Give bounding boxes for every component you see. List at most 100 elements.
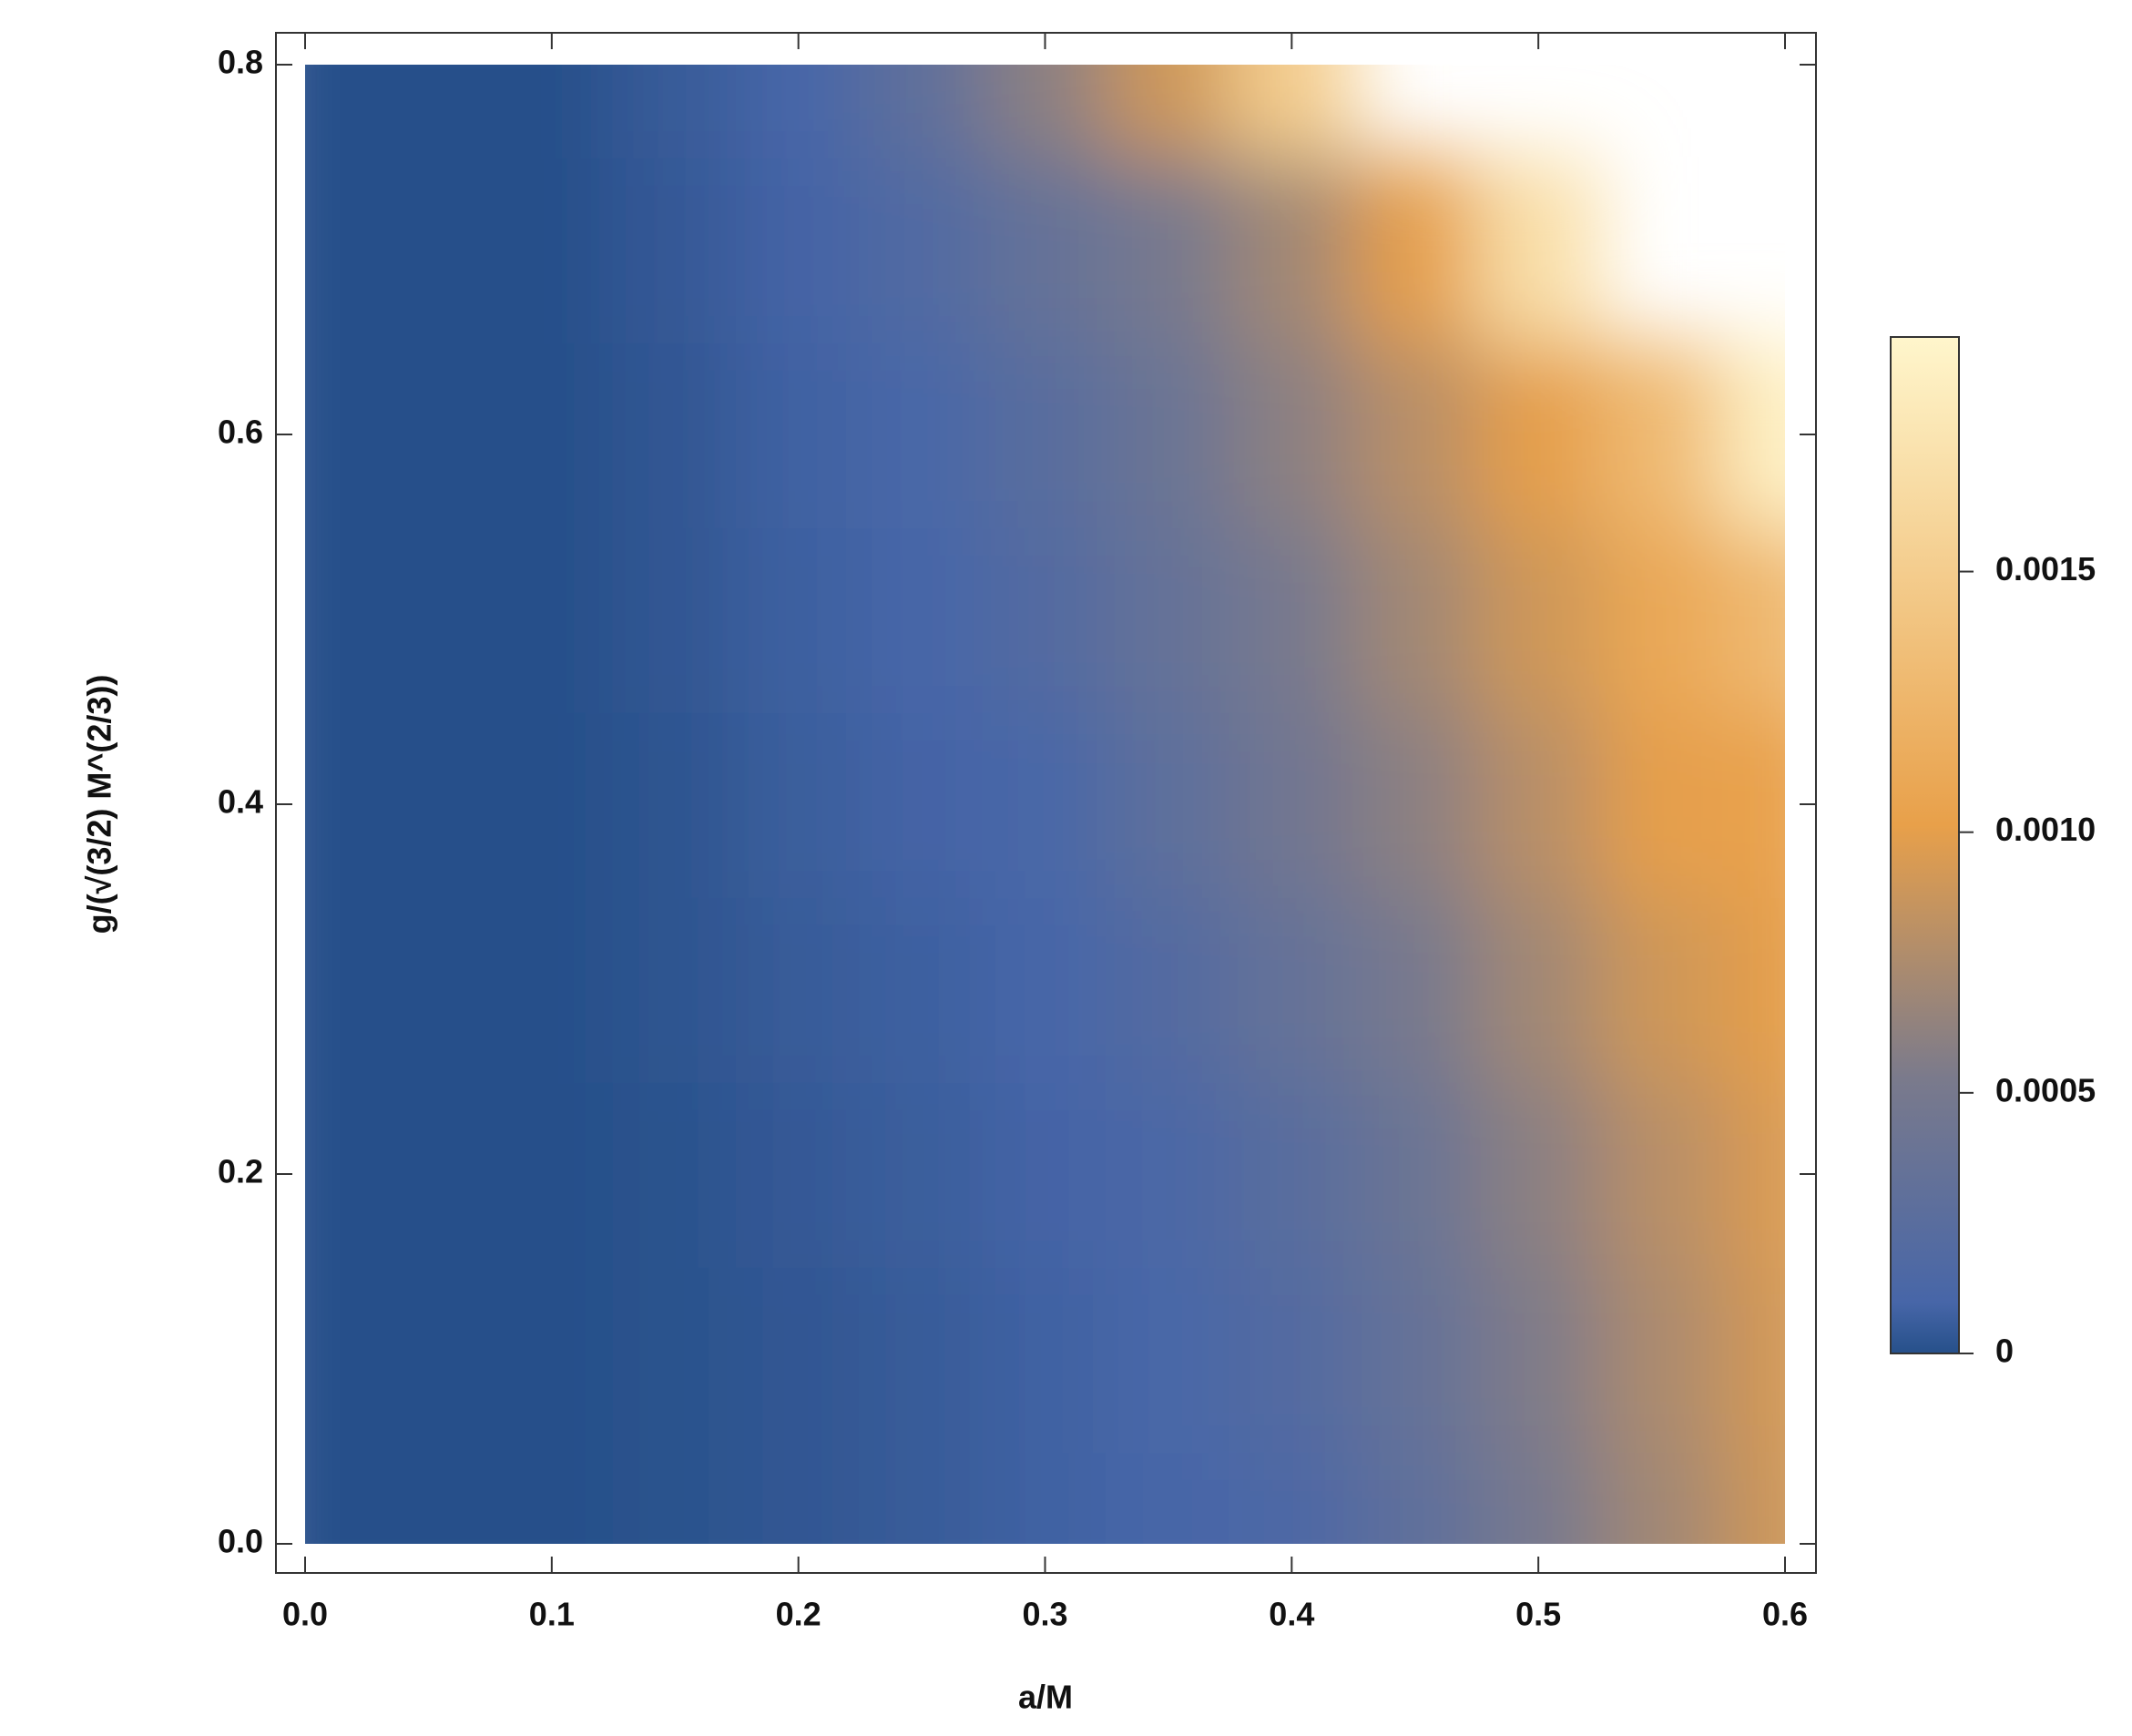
density-cell <box>305 1080 368 1268</box>
density-cell <box>1598 1265 1725 1453</box>
density-cell <box>305 65 368 158</box>
density-cell <box>489 710 615 898</box>
density-cell <box>1475 710 1601 898</box>
x-tick-label: 0.4 <box>1269 1596 1314 1633</box>
y-tick-label: 0.0 <box>218 1523 263 1560</box>
density-cell <box>612 1450 738 1544</box>
density-cell <box>1475 156 1601 343</box>
density-cell <box>1722 1265 1785 1453</box>
density-cell <box>1475 1265 1601 1453</box>
x-tick-label: 0.6 <box>1762 1596 1808 1633</box>
density-cell <box>365 895 492 1083</box>
density-cell <box>1106 1080 1231 1268</box>
density-cell <box>982 1450 1108 1544</box>
x-tick-label: 0.0 <box>282 1596 328 1633</box>
density-cell <box>1229 1450 1355 1544</box>
density-cell <box>365 1450 492 1544</box>
colorbar-tick-label: 0.0015 <box>1995 550 2096 587</box>
density-cell <box>489 1265 615 1453</box>
density-cell <box>612 65 738 158</box>
density-cell <box>1229 895 1355 1083</box>
density-cell <box>489 1080 615 1268</box>
density-cell <box>859 1450 984 1544</box>
colorbar <box>1890 336 1960 1354</box>
density-cell <box>1229 526 1355 713</box>
density-cell <box>735 65 862 158</box>
density-cell <box>982 341 1108 528</box>
x-tick-label: 0.5 <box>1515 1596 1561 1633</box>
density-cell <box>859 341 984 528</box>
x-axis-label: a/M <box>1018 1679 1073 1716</box>
colorbar-tick-label: 0 <box>1995 1333 2014 1370</box>
density-cell <box>982 526 1108 713</box>
density-cell <box>1598 341 1725 528</box>
density-cell <box>982 65 1108 158</box>
density-cell <box>735 1265 862 1453</box>
density-cell <box>1352 341 1478 528</box>
density-cell <box>859 526 984 713</box>
density-cell <box>1352 1450 1478 1544</box>
y-tick-label: 0.2 <box>218 1153 263 1190</box>
y-tick-label: 0.6 <box>218 414 263 451</box>
density-cell <box>1722 526 1785 713</box>
density-cell <box>305 710 368 898</box>
density-cell <box>1106 341 1231 528</box>
y-tick-label: 0.4 <box>218 783 263 821</box>
density-cell <box>1106 1265 1231 1453</box>
density-cell <box>735 1450 862 1544</box>
density-cell <box>1229 1080 1355 1268</box>
density-cell <box>1352 710 1478 898</box>
x-tick-label: 0.3 <box>1022 1596 1067 1633</box>
density-cell <box>365 526 492 713</box>
density-cell <box>859 895 984 1083</box>
density-cell <box>305 341 368 528</box>
density-cell <box>365 1080 492 1268</box>
density-cell <box>1722 1450 1785 1544</box>
density-cell <box>305 526 368 713</box>
density-cell <box>1475 526 1601 713</box>
density-cell <box>365 341 492 528</box>
density-cell <box>1475 341 1601 528</box>
density-cell <box>1598 1450 1725 1544</box>
density-cell <box>1722 1080 1785 1268</box>
density-cell <box>612 156 738 343</box>
density-cell <box>859 1080 984 1268</box>
density-cell <box>1229 710 1355 898</box>
density-cell <box>612 1080 738 1268</box>
density-cell <box>859 65 984 158</box>
density-cell <box>365 1265 492 1453</box>
colorbar-tick-label: 0.0010 <box>1995 811 2096 848</box>
density-cell <box>1475 1080 1601 1268</box>
density-cell <box>1598 710 1725 898</box>
density-cell <box>1106 1450 1231 1544</box>
density-cell <box>982 710 1108 898</box>
density-cell <box>1352 1080 1478 1268</box>
density-cell <box>489 341 615 528</box>
density-cell <box>489 895 615 1083</box>
density-cell <box>305 1450 368 1544</box>
density-cell <box>305 895 368 1083</box>
density-cell <box>1475 1450 1601 1544</box>
density-cell <box>305 156 368 343</box>
density-cell <box>1598 1080 1725 1268</box>
y-axis-label: g/(√(3/2) M^(2/3)) <box>81 675 118 934</box>
density-cell <box>1352 156 1478 343</box>
density-cell <box>859 1265 984 1453</box>
density-cell <box>1598 895 1725 1083</box>
density-cell <box>612 341 738 528</box>
density-field <box>305 65 1785 1544</box>
density-cell <box>305 1265 368 1453</box>
density-cell <box>612 1265 738 1453</box>
density-cell <box>365 710 492 898</box>
density-cell <box>365 65 492 158</box>
density-cell <box>859 710 984 898</box>
density-cell <box>1229 65 1355 158</box>
density-cell <box>612 710 738 898</box>
density-cell <box>982 156 1108 343</box>
density-cell <box>612 526 738 713</box>
density-cell <box>1106 895 1231 1083</box>
density-cell <box>1598 526 1725 713</box>
density-cell <box>735 341 862 528</box>
density-cell <box>735 526 862 713</box>
